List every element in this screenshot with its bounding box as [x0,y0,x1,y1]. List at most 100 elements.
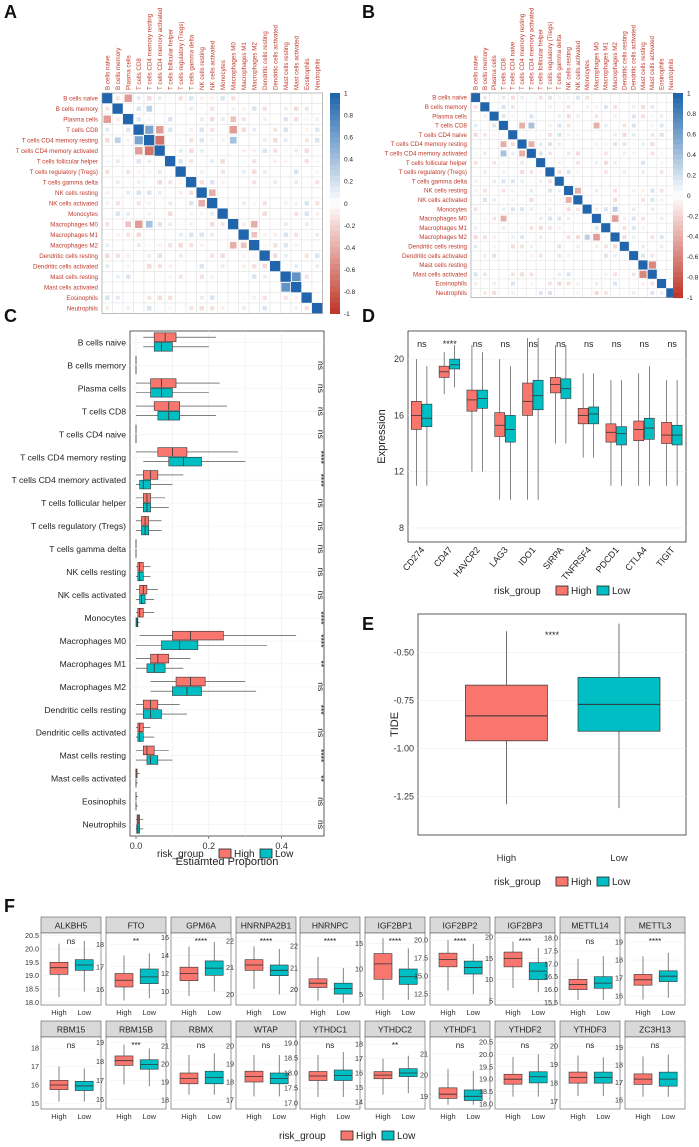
heatmap-cell [470,260,481,270]
x-tick-label: High [497,853,517,864]
correlation-square [548,105,552,109]
heatmap-cell [227,281,239,293]
heatmap-cell [591,260,602,270]
correlation-square [273,274,278,279]
heatmap-cell [619,260,630,270]
heatmap-cell [656,92,667,103]
col-label: T cells follicular helper [167,29,174,90]
correlation-square [536,158,546,168]
correlation-square [641,160,645,165]
x-tick-label: High [116,1008,131,1017]
correlation-square [189,106,194,111]
correlation-square [529,254,534,258]
correlation-square [538,253,543,258]
heatmap-cell [517,129,528,140]
heatmap-cell [301,260,313,272]
colorbar-segment [330,225,340,232]
y-tick-label: 18.5 [479,1087,493,1096]
correlation-square [604,151,608,156]
heatmap-cell [610,260,621,270]
correlation-square [632,291,636,295]
colorbar-tick: -0.6 [687,254,699,261]
y-tick-label: 18.0 [544,934,558,943]
box-high [633,420,645,442]
heatmap-cell [227,155,239,167]
correlation-square [178,243,183,248]
facet-frame [624,932,686,1006]
x-tick-label: Low [272,1112,286,1121]
correlation-square [576,170,580,174]
correlation-square [136,232,141,237]
y-tick-label: 19 [615,938,623,947]
colorbar-segment [330,269,340,276]
heatmap-cell [489,260,500,270]
correlation-square [501,226,506,230]
facet-title: HNRNPC [312,921,348,931]
correlation-square [483,291,487,295]
correlation-square [576,254,580,258]
correlation-square [641,282,645,286]
heatmap-cell [600,92,611,103]
heatmap-cell [573,269,583,280]
box-high [465,684,548,742]
correlation-square [273,222,278,227]
correlation-square [520,96,524,100]
correlation-square [294,295,299,300]
correlation-square [557,105,561,109]
x-tick-label: High [570,1112,585,1121]
colorbar-segment [673,98,683,104]
box-low [146,755,159,765]
heatmap-cell [269,113,281,125]
correlation-square [178,232,183,237]
colorbar-segment [330,109,340,116]
correlation-square [473,272,478,277]
heatmap-cell [638,288,648,298]
heatmap-cell [600,129,611,140]
correlation-square [594,161,599,165]
correlation-square [567,216,571,221]
correlation-square [554,176,564,186]
correlation-square [105,306,110,311]
y-tick-label: 17.0 [284,1099,298,1108]
correlation-square [199,264,204,269]
correlation-square [146,105,153,112]
correlation-square [252,169,257,174]
correlation-square [136,96,141,101]
heatmap-cell [563,176,574,187]
significance-label: ns [612,339,622,349]
x-tick-label: High [51,1112,66,1121]
heatmap-cell [206,281,218,293]
y-tick-label: 16 [96,985,104,994]
heatmap-cell [480,157,490,168]
heatmap-cell [638,232,648,243]
box-low [477,389,488,409]
category-label: NK cells activated [58,590,127,600]
correlation-square [474,216,478,221]
significance-label: **** [316,474,326,488]
box-low [153,342,173,352]
row-label: Mast cells resting [419,262,467,269]
heatmap-cell [498,278,509,289]
colorbar-tick: 0.2 [687,172,696,179]
significance-label: ** [133,937,139,946]
heatmap-cell [101,208,113,220]
y-tick-label: 16 [355,1069,363,1078]
heatmap-cell [154,229,166,241]
row-label: T cells follicular helper [406,160,467,167]
correlation-square [492,133,496,137]
correlation-square [252,295,257,300]
y-tick-label: 18.5 [25,985,39,994]
box-low [532,379,544,411]
box-low [142,709,162,719]
correlation-square [650,235,655,239]
correlation-square [529,114,534,119]
box-low [616,426,627,446]
correlation-square [519,122,526,129]
col-label: T cells CD4 memory activated [157,7,164,90]
correlation-square [492,207,496,211]
correlation-square [650,123,654,128]
y-axis-title: TIDE [389,712,401,737]
correlation-square [631,225,636,230]
correlation-square [483,282,487,286]
